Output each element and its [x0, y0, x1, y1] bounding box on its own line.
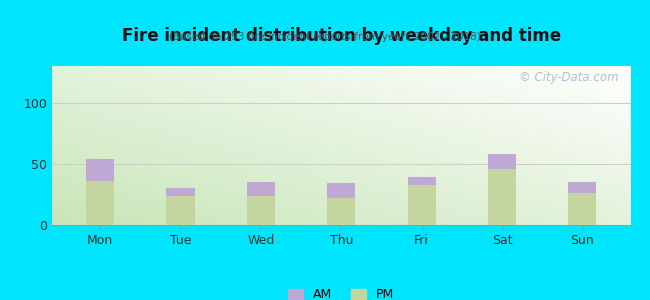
Bar [327, 183, 356, 198]
Bar [247, 182, 275, 196]
Bar [166, 188, 194, 196]
Bar [408, 177, 436, 184]
Text: © City-Data.com: © City-Data.com [519, 71, 619, 84]
Bar [488, 154, 516, 169]
Bar [408, 184, 436, 225]
Legend: AM, PM: AM, PM [288, 288, 395, 300]
Bar [247, 196, 275, 225]
Bar [488, 169, 516, 225]
Bar [568, 182, 596, 193]
Bar [327, 198, 356, 225]
Bar [568, 193, 596, 225]
Text: (Based on 293 fire incident reports from years 2002 - 2018): (Based on 293 fire incident reports from… [169, 32, 481, 41]
Bar [166, 196, 194, 225]
Bar [86, 181, 114, 225]
Bar [86, 159, 114, 181]
Title: Fire incident distribution by weekday and time: Fire incident distribution by weekday an… [122, 27, 561, 45]
